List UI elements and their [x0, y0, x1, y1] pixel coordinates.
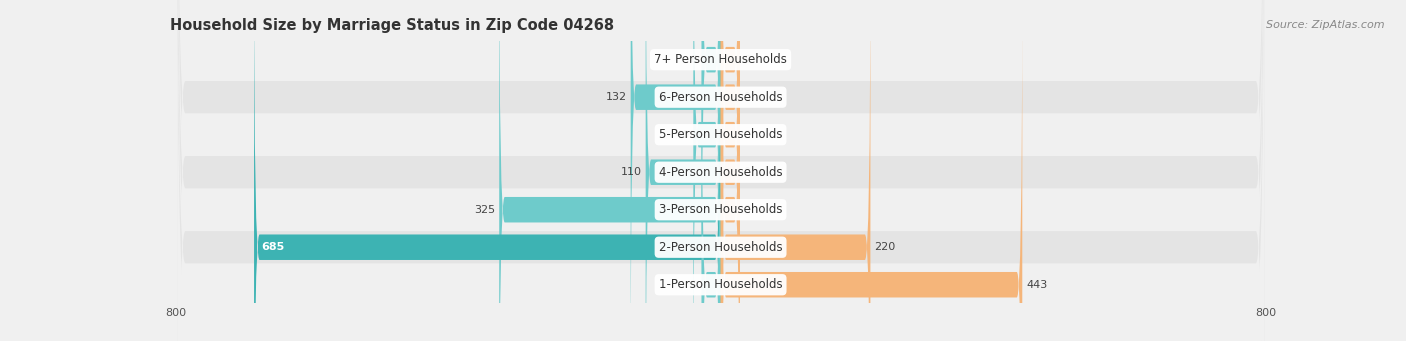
FancyBboxPatch shape	[721, 0, 740, 341]
FancyBboxPatch shape	[177, 0, 1264, 341]
FancyBboxPatch shape	[631, 0, 721, 341]
Text: 0: 0	[744, 167, 751, 177]
FancyBboxPatch shape	[645, 0, 721, 341]
Text: 0: 0	[744, 55, 751, 65]
FancyBboxPatch shape	[693, 0, 721, 341]
Text: 443: 443	[1026, 280, 1047, 290]
FancyBboxPatch shape	[177, 0, 1264, 341]
FancyBboxPatch shape	[177, 0, 1264, 341]
FancyBboxPatch shape	[721, 0, 740, 341]
Text: 2-Person Households: 2-Person Households	[659, 241, 782, 254]
Text: 5-Person Households: 5-Person Households	[659, 128, 782, 141]
Text: 0: 0	[744, 205, 751, 215]
FancyBboxPatch shape	[499, 0, 721, 341]
Text: 325: 325	[474, 205, 495, 215]
Text: 110: 110	[620, 167, 641, 177]
Text: 6-Person Households: 6-Person Households	[659, 91, 782, 104]
Text: 132: 132	[606, 92, 627, 102]
FancyBboxPatch shape	[721, 0, 870, 341]
FancyBboxPatch shape	[177, 0, 1264, 341]
Text: 685: 685	[262, 242, 284, 252]
FancyBboxPatch shape	[177, 0, 1264, 341]
FancyBboxPatch shape	[702, 0, 721, 341]
FancyBboxPatch shape	[721, 0, 740, 341]
FancyBboxPatch shape	[721, 0, 740, 341]
FancyBboxPatch shape	[721, 0, 740, 341]
Text: 0: 0	[690, 55, 697, 65]
FancyBboxPatch shape	[702, 0, 721, 341]
Text: 0: 0	[690, 280, 697, 290]
Text: 40: 40	[675, 130, 689, 140]
Text: 7+ Person Households: 7+ Person Households	[654, 53, 787, 66]
Text: Household Size by Marriage Status in Zip Code 04268: Household Size by Marriage Status in Zip…	[170, 18, 614, 33]
Text: 220: 220	[875, 242, 896, 252]
Text: 4-Person Households: 4-Person Households	[659, 166, 782, 179]
Text: 1-Person Households: 1-Person Households	[659, 278, 782, 291]
FancyBboxPatch shape	[254, 0, 721, 341]
Text: 0: 0	[744, 92, 751, 102]
FancyBboxPatch shape	[177, 0, 1264, 341]
Text: Source: ZipAtlas.com: Source: ZipAtlas.com	[1267, 20, 1385, 30]
FancyBboxPatch shape	[721, 0, 1022, 341]
Text: 3-Person Households: 3-Person Households	[659, 203, 782, 216]
Text: 0: 0	[744, 130, 751, 140]
FancyBboxPatch shape	[177, 0, 1264, 341]
